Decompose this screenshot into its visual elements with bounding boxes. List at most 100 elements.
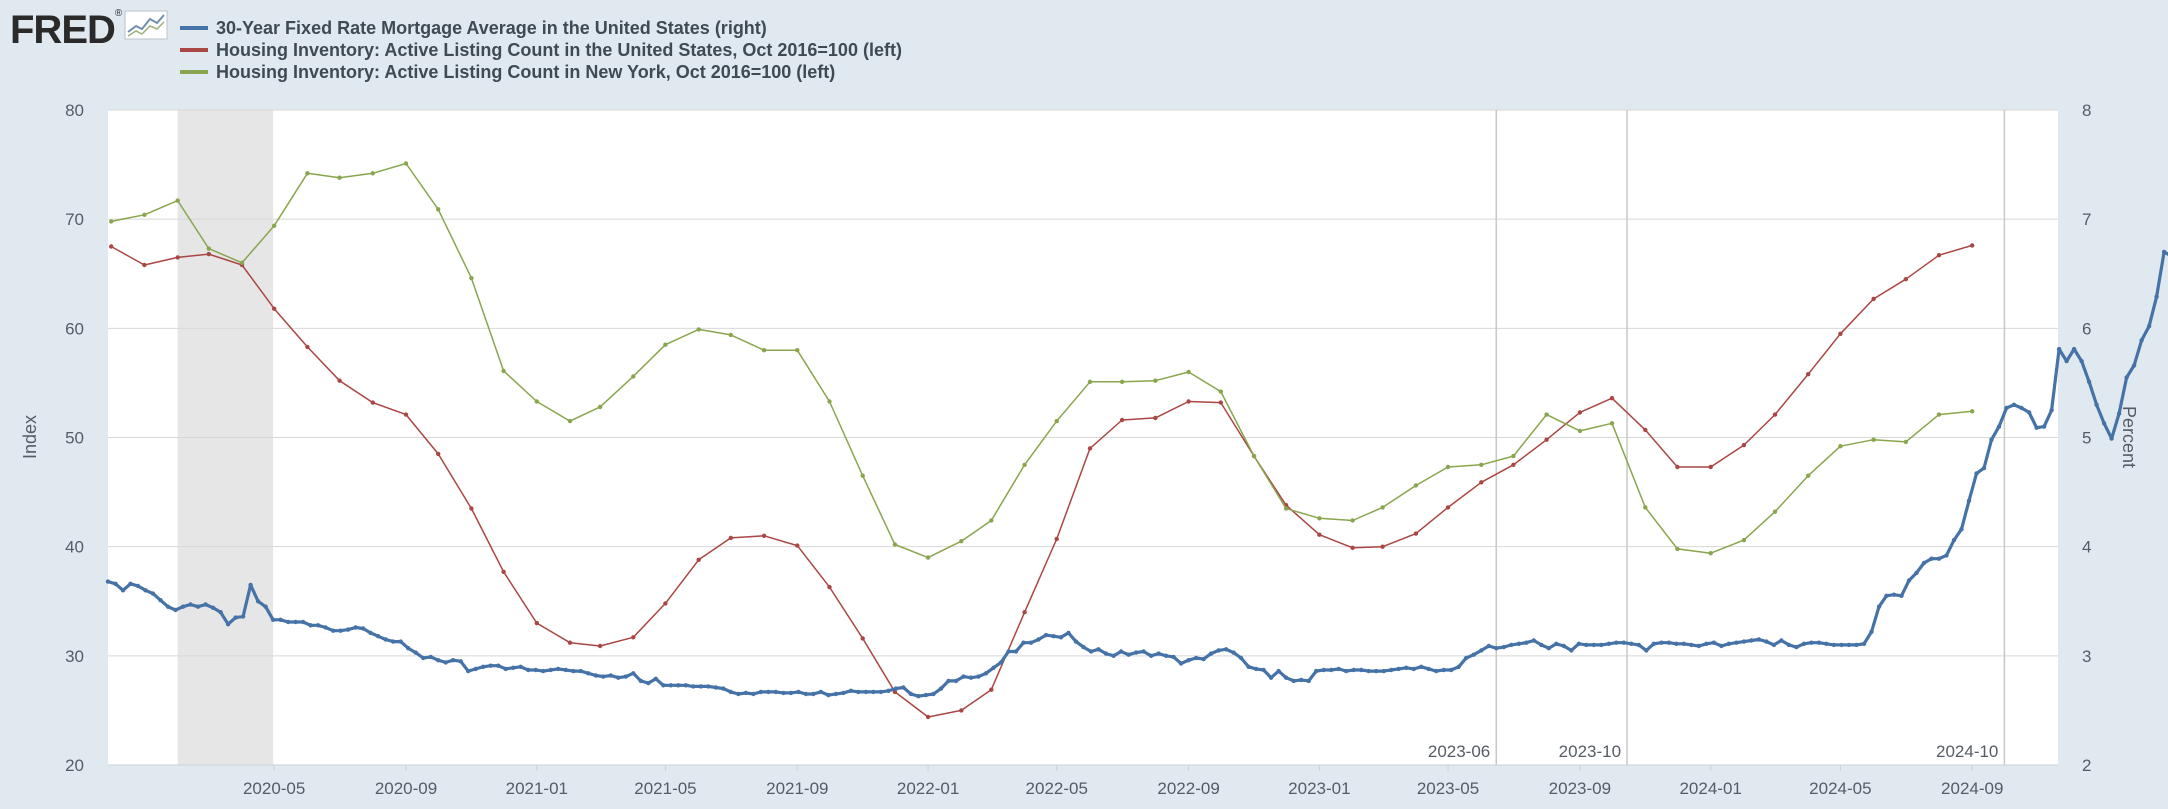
data-point-mortgage <box>601 674 606 679</box>
data-point-mortgage <box>2004 405 2009 411</box>
data-point-mortgage <box>180 604 186 609</box>
data-point-us-inventory <box>567 640 573 645</box>
data-point-mortgage <box>1591 642 1597 648</box>
data-point-ny-inventory <box>631 374 636 379</box>
data-point-mortgage <box>1148 653 1154 658</box>
data-point-mortgage <box>1171 654 1176 660</box>
data-point-mortgage <box>511 665 516 670</box>
data-point-us-inventory <box>206 251 211 257</box>
data-point-mortgage <box>631 671 636 676</box>
data-point-mortgage <box>1981 465 1987 471</box>
data-point-us-inventory <box>1675 464 1680 470</box>
data-point-us-inventory <box>663 601 668 606</box>
data-point-mortgage <box>1223 647 1229 652</box>
data-point-mortgage <box>255 599 261 604</box>
data-point-us-inventory <box>337 378 342 383</box>
data-point-mortgage <box>1959 527 1964 532</box>
data-point-mortgage <box>1711 640 1717 645</box>
data-point-mortgage <box>1231 650 1236 655</box>
data-point-mortgage <box>2161 249 2167 255</box>
series-line-us-inventory <box>110 244 1973 718</box>
logo-registered-mark: ® <box>114 8 123 19</box>
vertical-marker-label: 2023-06 <box>1428 742 1490 761</box>
data-point-mortgage <box>1066 630 1071 636</box>
data-point-mortgage <box>503 666 508 672</box>
legend-item-ny-inventory[interactable]: Housing Inventory: Active Listing Count … <box>180 61 902 83</box>
data-point-mortgage <box>2101 421 2107 426</box>
data-point-mortgage <box>938 686 944 691</box>
data-point-mortgage <box>1869 629 1874 634</box>
legend-swatch-ny-inventory <box>180 70 208 74</box>
data-point-mortgage <box>1471 652 1477 657</box>
data-point-mortgage <box>323 625 328 630</box>
data-point-mortgage <box>1344 668 1349 674</box>
data-point-mortgage <box>481 664 486 669</box>
data-point-mortgage <box>526 667 531 673</box>
legend-item-mortgage[interactable]: 30-Year Fixed Rate Mortgage Average in t… <box>180 17 902 39</box>
data-point-mortgage <box>1719 643 1724 649</box>
data-point-mortgage <box>691 684 696 689</box>
data-point-mortgage <box>541 668 546 674</box>
data-point-mortgage <box>901 685 906 690</box>
data-point-mortgage <box>683 683 688 688</box>
data-point-mortgage <box>563 667 568 673</box>
data-point-mortgage <box>2011 402 2017 407</box>
data-point-mortgage <box>270 617 276 622</box>
x-tick-label: 2021-09 <box>766 779 828 798</box>
data-point-mortgage <box>1779 638 1784 643</box>
data-point-mortgage <box>1861 641 1867 646</box>
data-point-mortgage <box>1854 642 1859 648</box>
data-point-ny-inventory <box>860 473 865 478</box>
data-point-ny-inventory <box>1022 462 1027 467</box>
data-point-mortgage <box>496 663 501 668</box>
data-point-mortgage <box>360 626 366 631</box>
data-point-mortgage <box>315 623 321 628</box>
data-point-mortgage <box>1629 641 1634 646</box>
data-point-mortgage <box>968 675 974 680</box>
data-point-mortgage <box>1839 642 1844 648</box>
data-point-mortgage <box>1028 640 1034 645</box>
data-point-mortgage <box>473 666 478 672</box>
data-point-mortgage <box>278 617 283 622</box>
data-point-mortgage <box>676 683 681 688</box>
right-tick-label: 5 <box>2082 429 2091 448</box>
legend-swatch-mortgage <box>180 26 208 30</box>
data-point-us-inventory <box>1806 372 1811 377</box>
right-tick-label: 6 <box>2082 319 2091 338</box>
data-point-us-inventory <box>1708 464 1713 470</box>
legend-swatch-us-inventory <box>180 48 208 52</box>
data-point-mortgage <box>1441 667 1446 673</box>
data-point-mortgage <box>2146 324 2152 329</box>
data-point-ny-inventory <box>728 332 733 338</box>
data-point-mortgage <box>721 686 726 691</box>
data-point-mortgage <box>1704 641 1709 646</box>
data-point-mortgage <box>1253 666 1259 672</box>
fred-logo[interactable]: FRED® <box>10 8 122 52</box>
data-point-mortgage <box>586 671 591 676</box>
header: FRED® 30-Year Fixed Rate Mortgage Averag… <box>0 0 2168 100</box>
data-point-mortgage <box>706 684 711 689</box>
data-point-mortgage <box>1291 678 1296 684</box>
data-point-mortgage <box>1208 651 1214 656</box>
data-point-mortgage <box>451 658 456 663</box>
x-tick-label: 2023-05 <box>1417 779 1479 798</box>
data-point-mortgage <box>2026 410 2032 415</box>
x-tick-label: 2022-09 <box>1157 779 1219 798</box>
data-point-us-inventory <box>109 244 114 249</box>
data-point-us-inventory <box>827 584 832 590</box>
data-point-mortgage <box>1419 664 1424 669</box>
data-point-mortgage <box>1351 667 1356 673</box>
data-point-mortgage <box>1464 655 1469 661</box>
data-point-ny-inventory <box>925 555 931 560</box>
data-point-mortgage <box>488 663 493 668</box>
data-point-ny-inventory <box>501 368 506 374</box>
data-point-mortgage <box>923 692 929 698</box>
legend-item-us-inventory[interactable]: Housing Inventory: Active Listing Count … <box>180 39 902 61</box>
data-point-mortgage <box>1509 642 1514 648</box>
data-point-us-inventory <box>1022 610 1027 615</box>
x-tick-label: 2023-09 <box>1549 779 1611 798</box>
data-point-mortgage <box>1381 668 1386 674</box>
data-point-mortgage <box>1516 641 1522 646</box>
data-point-mortgage <box>1524 640 1529 645</box>
